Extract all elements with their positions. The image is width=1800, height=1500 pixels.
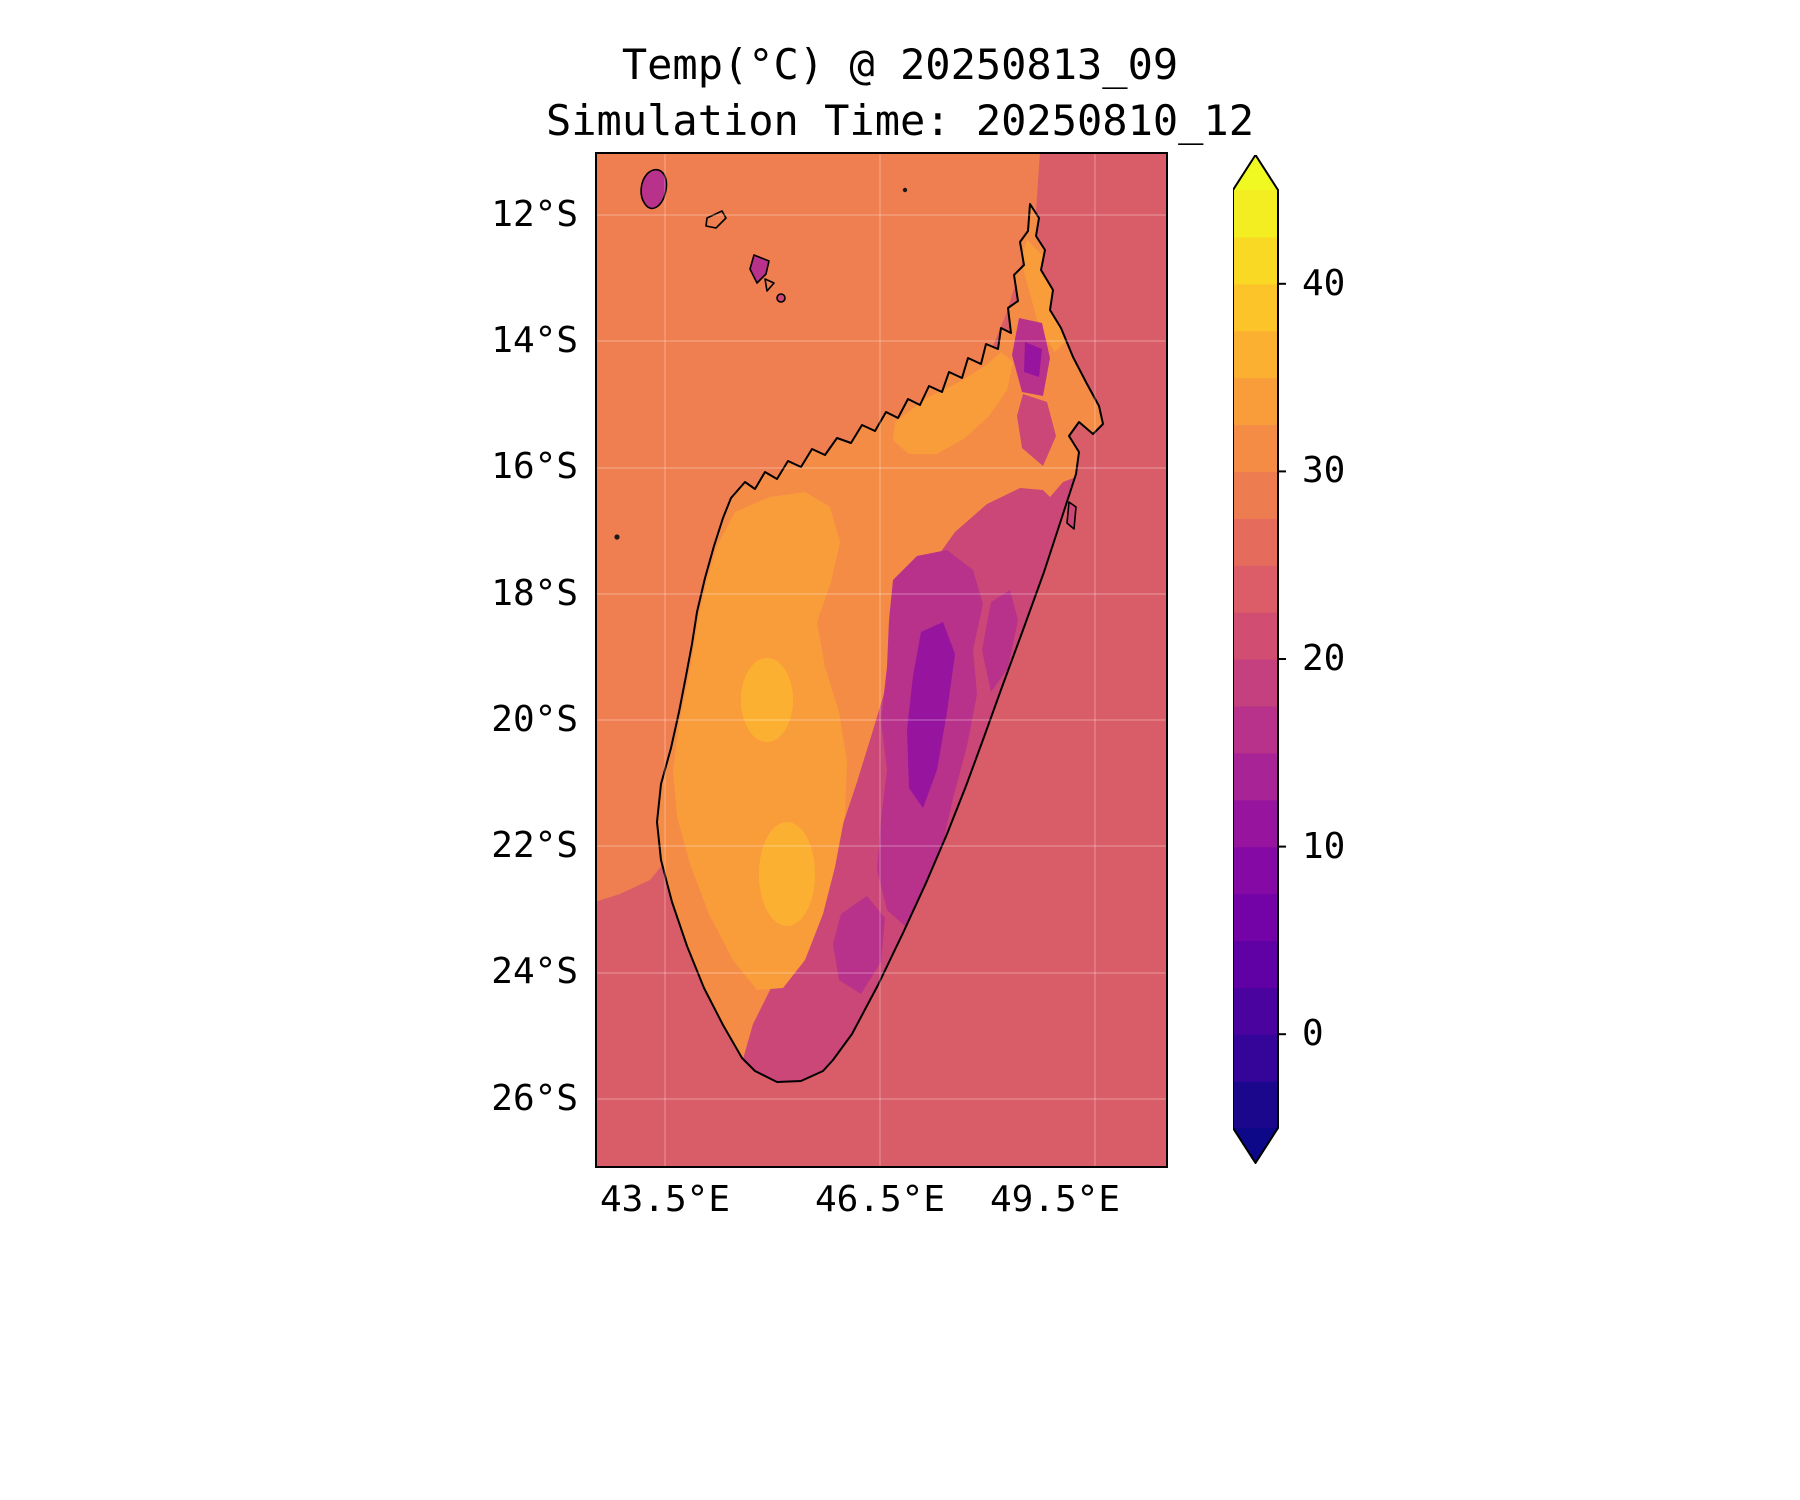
figure-title: Temp(°C) @ 20250813_09 (621, 40, 1179, 89)
north-lowlands-hot-region (893, 352, 1013, 454)
island-temperature-regions (673, 240, 1076, 1082)
colorbar-band (1233, 1081, 1278, 1129)
colorbar-band (1233, 471, 1278, 519)
comoros-island-small (749, 254, 770, 284)
colorbar-under-arrow (1233, 1128, 1278, 1163)
colorbar-tick-label: 40 (1302, 263, 1346, 304)
madagascar-coastline (656, 203, 1104, 1083)
colorbar-band (1233, 612, 1278, 660)
y-tick-label: 24°S (491, 951, 578, 992)
colorbar-band (1233, 705, 1278, 754)
colorbar-band (1233, 236, 1278, 285)
comoros-islet (764, 278, 775, 292)
y-tick-label: 14°S (491, 320, 578, 361)
gridlines (595, 152, 1168, 1168)
colorbar-band (1233, 190, 1278, 238)
colorbar-band (1233, 752, 1278, 801)
east-highlands-cool-strip (982, 590, 1018, 692)
south-highlands-cool-region (833, 896, 885, 994)
small-island-dot (902, 187, 908, 193)
colorbar-outline (1233, 155, 1279, 1164)
colorbar-band (1233, 846, 1278, 895)
colorbar-band (1233, 893, 1278, 941)
comoros-island-large (640, 168, 668, 210)
colorbar-band (1233, 940, 1278, 988)
northtip-hot-region (1021, 240, 1067, 352)
plot-frame (595, 152, 1168, 1168)
y-tick-label: 12°S (491, 194, 578, 235)
x-tick-label: 43.5°E (599, 1179, 731, 1220)
colorbar-over-arrow (1233, 155, 1278, 190)
north-highlands-cold-core (1024, 342, 1042, 377)
colorbar-band (1233, 659, 1278, 707)
colorbar-band (1233, 565, 1278, 613)
northeast-mild-patch (1017, 394, 1056, 466)
y-tick-label: 20°S (491, 699, 578, 740)
figure-subtitle: Simulation Time: 20250810_12 (545, 96, 1254, 145)
colorbar-tick-label: 20 (1302, 638, 1346, 679)
y-tick-label: 18°S (491, 573, 578, 614)
colorbar-band (1233, 1034, 1278, 1082)
mayotte-island (776, 293, 786, 303)
colorbar-band (1233, 518, 1278, 566)
comoros-island-mid (705, 210, 727, 229)
x-tick-label: 49.5°E (989, 1179, 1121, 1220)
temperature-map (595, 152, 1168, 1168)
y-tick-label: 26°S (491, 1078, 578, 1119)
colorbar-tick-label: 30 (1302, 450, 1346, 491)
y-tick-label: 22°S (491, 825, 578, 866)
central-highlands-cold-core (907, 622, 955, 808)
colorbar-band (1233, 799, 1278, 848)
colorbar-band (1233, 330, 1278, 379)
colorbar-band (1233, 283, 1278, 332)
hottest-spot (759, 822, 815, 926)
x-tick-label: 46.5°E (814, 1179, 946, 1220)
sainte-marie-island (1066, 501, 1077, 530)
colorbar-tick-label: 10 (1302, 826, 1346, 867)
y-tick-label: 16°S (491, 446, 578, 487)
colorbar-band (1233, 424, 1278, 472)
colorbar-band (1233, 987, 1278, 1035)
colorbar-bands (1233, 190, 1278, 1129)
colorbar-band (1233, 377, 1278, 426)
colorbar-tick-label: 0 (1302, 1013, 1324, 1054)
small-island-dot (614, 534, 620, 540)
hottest-spot (741, 658, 793, 742)
colorbar (1233, 155, 1286, 1164)
